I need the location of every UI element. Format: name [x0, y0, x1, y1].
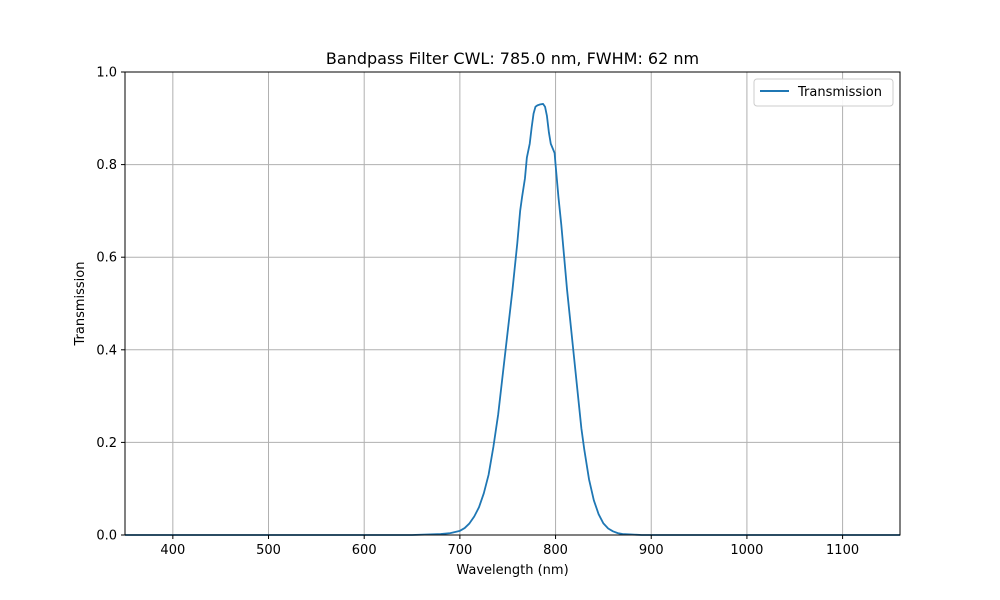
plot-frame	[124, 71, 901, 536]
x-tick-label: 400	[160, 543, 185, 558]
legend-label-transmission: Transmission	[797, 85, 882, 100]
x-tick-label: 700	[447, 543, 472, 558]
y-tick-label: 1.0	[96, 66, 117, 81]
x-axis-label: Wavelength (nm)	[456, 563, 568, 578]
legend: Transmission	[753, 78, 894, 107]
y-axis-label: Transmission	[73, 262, 88, 347]
x-tick-label: 800	[543, 543, 568, 558]
series-line-transmission	[125, 103, 900, 536]
x-tick-label: 900	[639, 543, 664, 558]
axes-layer	[124, 71, 901, 536]
grid-layer	[125, 71, 900, 536]
y-tick-label: 0.6	[96, 251, 117, 266]
series-layer	[125, 103, 900, 536]
chart-title: Bandpass Filter CWL: 785.0 nm, FWHM: 62 …	[326, 49, 699, 68]
y-tick-label: 0.8	[96, 158, 117, 173]
legend-box	[753, 78, 894, 107]
tick-layer: 400 500 600 700 800 900 1000 1100 0.0 0.2 0.4 0.6 0.…	[96, 66, 859, 559]
x-tick-label: 600	[352, 543, 377, 558]
y-tick-label: 0.0	[96, 529, 117, 544]
x-tick-label: 1100	[826, 543, 859, 558]
x-tick-label: 500	[256, 543, 281, 558]
y-tick-label: 0.4	[96, 343, 117, 358]
x-tick-label: 1000	[730, 543, 763, 558]
y-tick-label: 0.2	[96, 436, 117, 451]
